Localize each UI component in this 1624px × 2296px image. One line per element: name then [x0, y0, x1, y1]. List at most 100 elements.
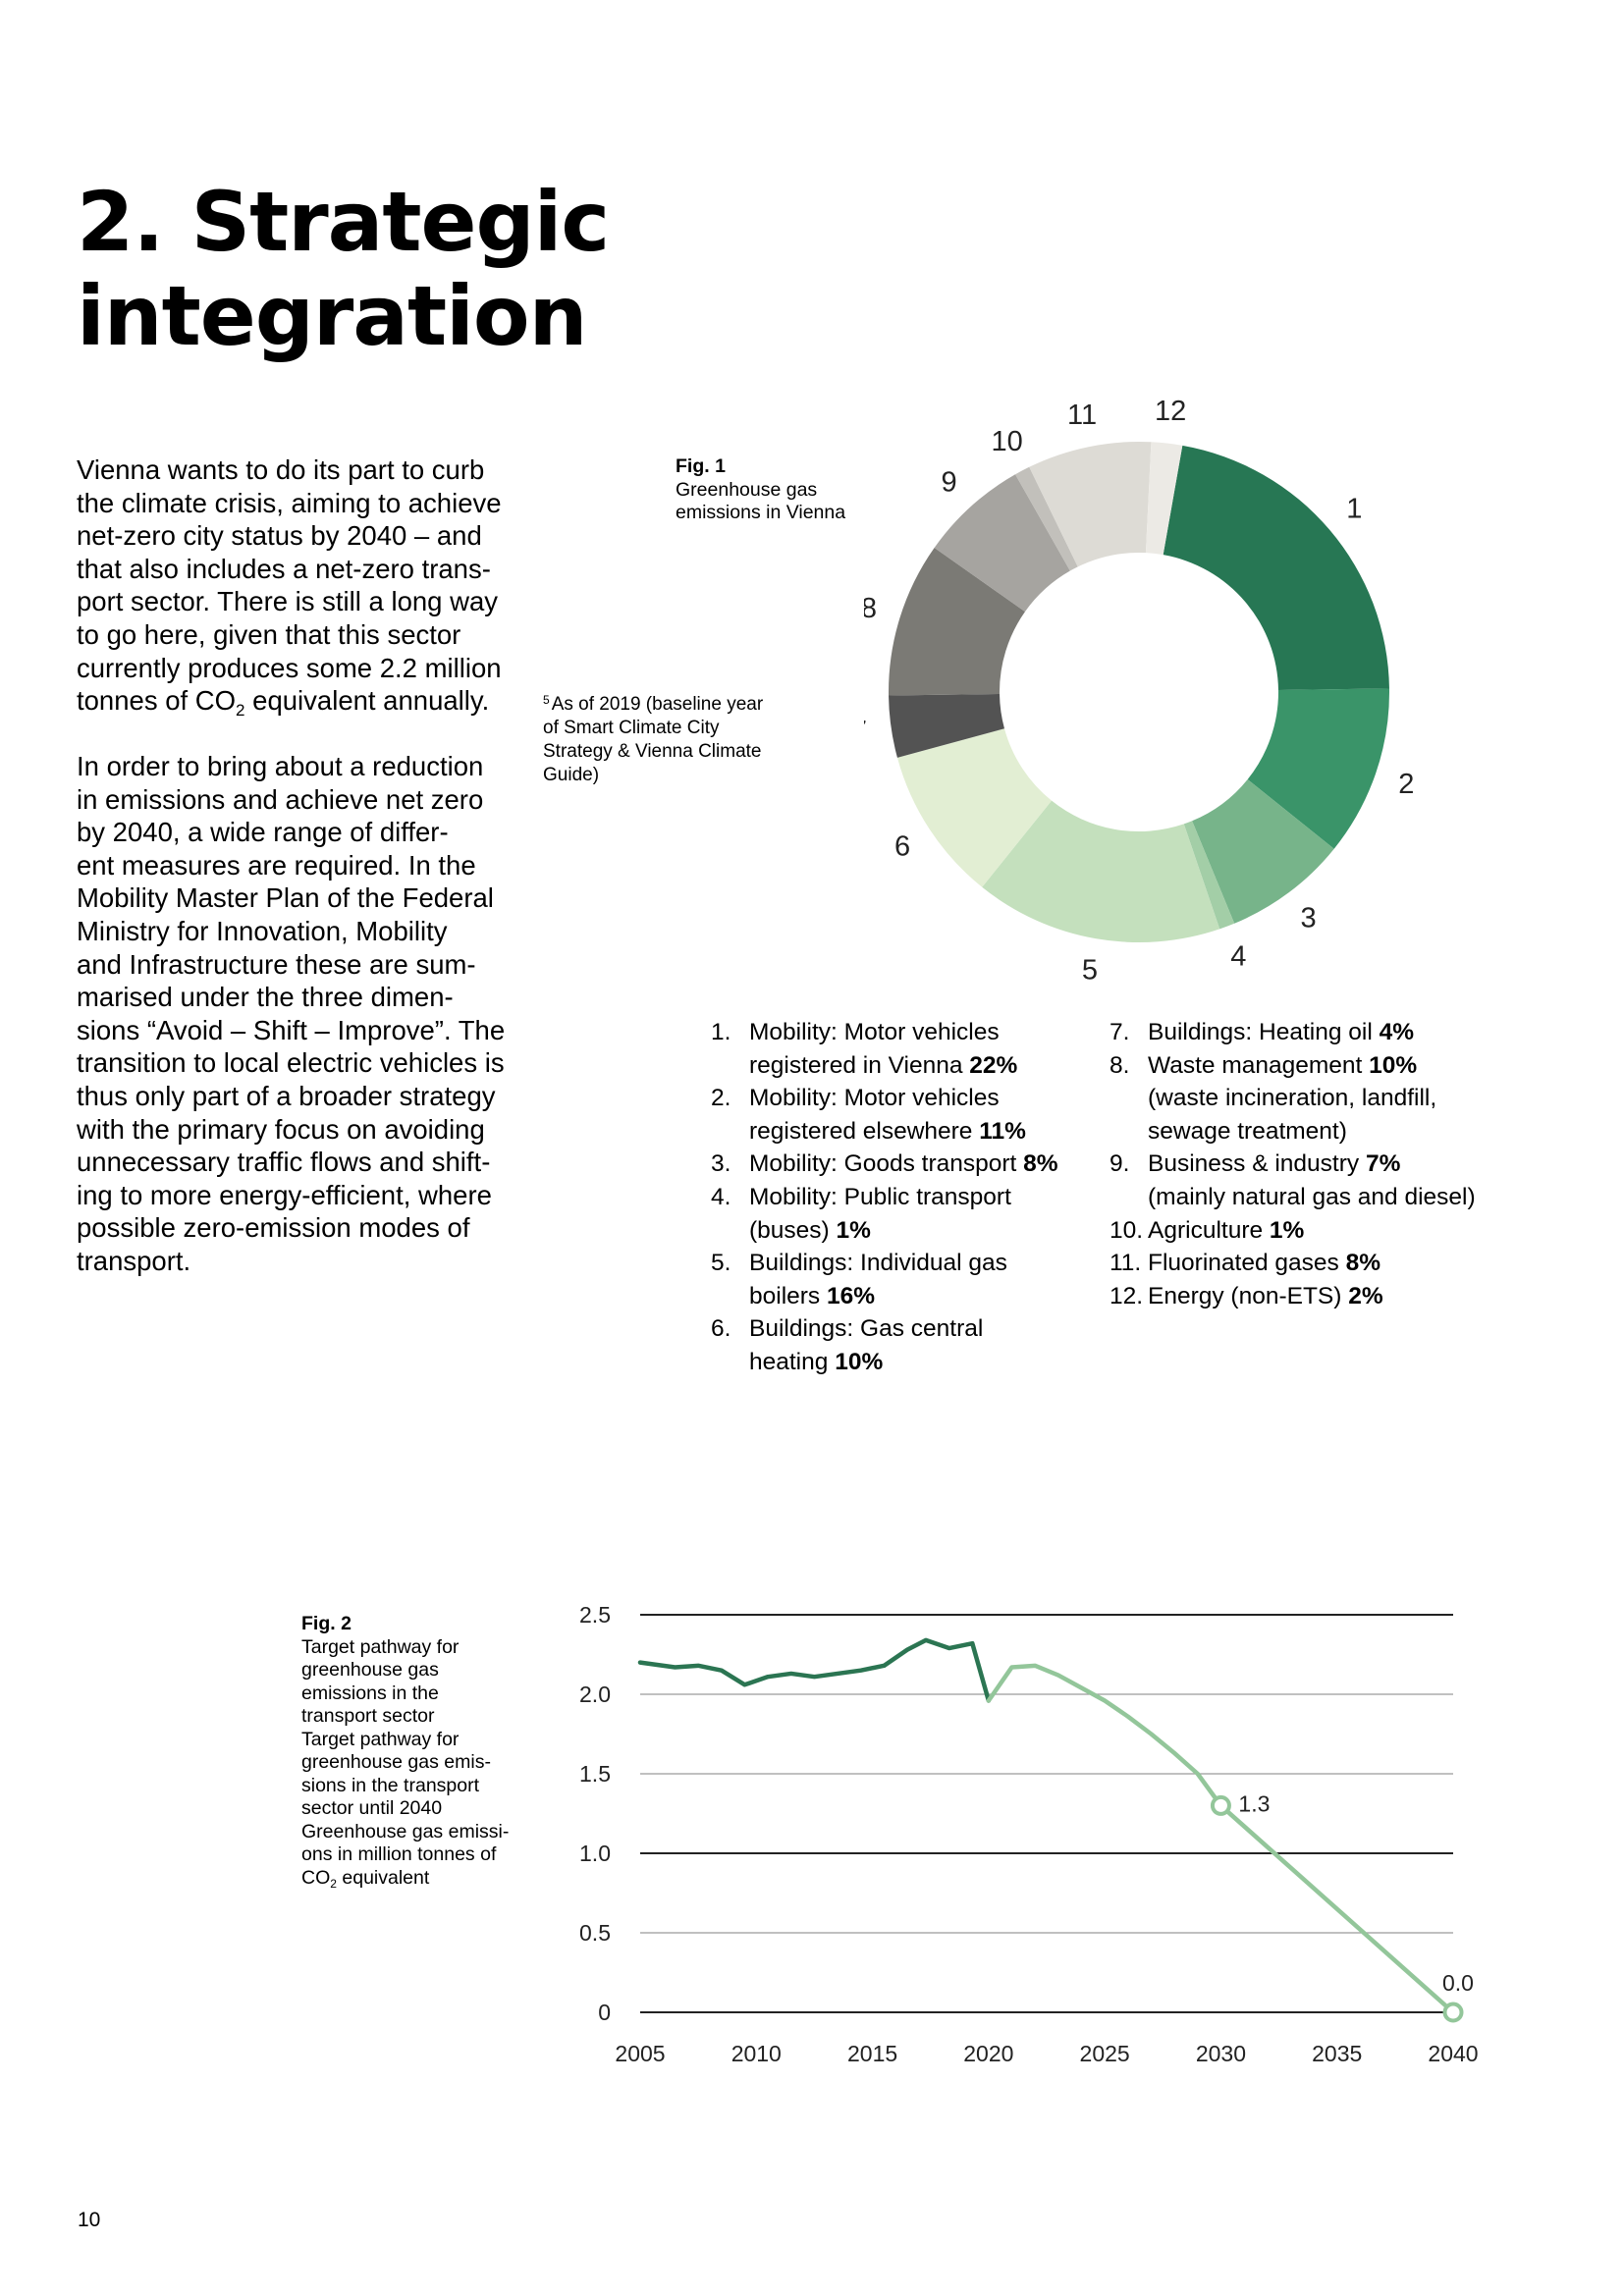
- intro-line: possible zero-emission modes of: [77, 1212, 470, 1244]
- intro-line: marised under the three dimen-: [77, 982, 454, 1013]
- intro-line: in emissions and achieve net zero: [77, 783, 484, 815]
- donut-label-6: 6: [894, 831, 910, 863]
- legend-text: (buses): [749, 1216, 830, 1244]
- legend-text: registered elsewhere: [749, 1117, 973, 1145]
- legend-item: 8. Waste management 10% (waste incineratio…: [1110, 1049, 1502, 1148]
- intro-subscript: 2: [236, 701, 245, 721]
- legend-item: 4. Mobility: Public transport (buses) 1%: [711, 1181, 1084, 1247]
- legend-text: heating: [749, 1348, 829, 1375]
- legend-text: sewage treatment): [1148, 1117, 1347, 1145]
- legend-percent: 8%: [1023, 1150, 1058, 1178]
- donut-label-5: 5: [1082, 955, 1098, 987]
- donut-label-7: 7: [864, 716, 867, 747]
- legend-number: 2.: [711, 1085, 731, 1112]
- intro-line: tonnes of CO: [77, 685, 237, 717]
- x-tick-label: 2040: [1428, 2041, 1478, 2066]
- fig2-caption-line: greenhouse gas: [301, 1659, 439, 1681]
- fig2-caption-text: CO: [301, 1866, 331, 1889]
- x-tick-label: 2010: [731, 2041, 782, 2066]
- donut-slice-10: [1015, 466, 1078, 571]
- legend-number: 12.: [1110, 1282, 1144, 1309]
- legend-text: Mobility: Motor vehicles: [749, 1085, 1000, 1112]
- intro-line: Mobility Master Plan of the Federal: [77, 882, 494, 914]
- intro-line: transport.: [77, 1245, 191, 1276]
- legend-text: (mainly natural gas and diesel): [1148, 1183, 1476, 1210]
- donut-slice-11: [1029, 442, 1152, 567]
- x-tick-label: 2005: [615, 2041, 665, 2066]
- legend-item: 5. Buildings: Individual gas boilers 16%: [711, 1247, 1084, 1312]
- data-label: 1.3: [1238, 1790, 1270, 1816]
- legend-number: 1.: [711, 1019, 731, 1045]
- fig2-caption: Fig. 2 Target pathway for greenhouse gas…: [301, 1613, 517, 1896]
- donut-slice-4: [1183, 821, 1235, 930]
- intro-line: Ministry for Innovation, Mobility: [77, 915, 448, 946]
- fig2-caption-line: sector until 2040: [301, 1797, 443, 1819]
- legend-text: Waste management: [1148, 1051, 1363, 1079]
- legend-text: Fluorinated gases: [1148, 1250, 1339, 1277]
- legend-item: 6. Buildings: Gas central heating 10%: [711, 1312, 1084, 1378]
- target-marker: [1210, 1794, 1231, 1816]
- donut-slice-12: [1145, 442, 1183, 556]
- donut-label-10: 10: [992, 426, 1023, 457]
- donut-slice-8: [889, 548, 1025, 696]
- legend-item: 1. Mobility: Motor vehicles registered in …: [711, 1016, 1084, 1082]
- legend-number: 8.: [1110, 1051, 1130, 1079]
- legend-percent: 7%: [1365, 1150, 1401, 1178]
- donut-slice-6: [896, 728, 1053, 887]
- fig2-caption-line: Greenhouse gas emissi-: [301, 1820, 510, 1842]
- donut-label-8: 8: [864, 593, 877, 624]
- intro-line: and Infrastructure these are sum-: [77, 948, 476, 980]
- intro-line: with the primary focus on avoiding: [77, 1113, 485, 1145]
- fig2-caption-line: emissions in the: [301, 1682, 439, 1704]
- donut-label-1: 1: [1346, 493, 1362, 524]
- legend-item: 2. Mobility: Motor vehicles registered els…: [711, 1082, 1084, 1148]
- data-label: 0.0: [1442, 1970, 1474, 1996]
- fig2-caption-line: sions in the transport: [301, 1774, 480, 1796]
- x-tick-label: 2020: [963, 2041, 1013, 2066]
- x-tick-label: 2035: [1312, 2041, 1362, 2066]
- legend-number: 5.: [711, 1250, 731, 1277]
- intro-line: unnecessary traffic flows and shift-: [77, 1147, 491, 1178]
- intro-line: by 2040, a wide range of differ-: [77, 817, 449, 848]
- section-heading-line-1: 2. Strategic: [77, 174, 610, 270]
- donut-slice-7: [889, 693, 1004, 758]
- legend-item: 7. Buildings: Heating oil 4%: [1110, 1016, 1502, 1049]
- x-tick-label: 2030: [1196, 2041, 1246, 2066]
- donut-label-12: 12: [1155, 398, 1186, 427]
- legend-item: 12. Energy (non-ETS) 2%: [1110, 1280, 1502, 1313]
- transport-emissions-line-chart: 0 0.5 1.0 1.5 2.0 2.5 2005 2010 2015 2020 2025 2030…: [579, 1602, 1479, 2066]
- y-tick-label: 1.5: [579, 1761, 611, 1787]
- legend-text: Mobility: Goods transport: [749, 1150, 1017, 1178]
- x-tick-label: 2025: [1080, 2041, 1130, 2066]
- legend-percent: 22%: [969, 1051, 1018, 1079]
- fig2-caption-line: Target pathway for: [301, 1635, 460, 1658]
- donut-slice-9: [934, 474, 1070, 613]
- footnote-text: As of 2019 (baseline year of Smart Clima…: [543, 694, 764, 785]
- donut-slice-2: [1247, 688, 1389, 849]
- legend-percent: 10%: [1369, 1051, 1418, 1079]
- fig2-label: Fig. 2: [301, 1613, 352, 1634]
- y-tick-label: 2.0: [579, 1682, 611, 1707]
- fig1-label: Fig. 1: [676, 455, 726, 477]
- donut-legend-column-2: 7. Buildings: Heating oil 4% 8. Waste mana…: [1110, 1016, 1502, 1312]
- intro-line: Vienna wants to do its part to curb: [77, 454, 485, 485]
- y-tick-label: 1.0: [579, 1841, 611, 1866]
- legend-item: 10. Agriculture 1%: [1110, 1214, 1502, 1248]
- fig2-caption-line: CO2 equivalent: [301, 1867, 517, 1896]
- donut-label-11: 11: [1067, 400, 1097, 431]
- legend-text: Buildings: Individual gas: [749, 1250, 1007, 1277]
- legend-percent: 2%: [1348, 1282, 1383, 1309]
- legend-item: 3. Mobility: Goods transport 8%: [711, 1148, 1084, 1181]
- intro-line: port sector. There is still a long way: [77, 586, 498, 617]
- legend-number: 7.: [1110, 1019, 1130, 1045]
- target-marker: [1442, 2002, 1464, 2023]
- x-tick-label: 2015: [847, 2041, 897, 2066]
- y-tick-label: 0: [598, 2000, 611, 2025]
- legend-text: boilers: [749, 1282, 821, 1309]
- historical-emissions-line: [637, 1637, 992, 1703]
- intro-line: equivalent annually.: [244, 685, 490, 717]
- emissions-donut-chart: 123456789101112: [864, 398, 1414, 987]
- legend-number: 3.: [711, 1150, 731, 1178]
- donut-label-3: 3: [1300, 903, 1316, 934]
- intro-line: the climate crisis, aiming to achieve: [77, 487, 502, 518]
